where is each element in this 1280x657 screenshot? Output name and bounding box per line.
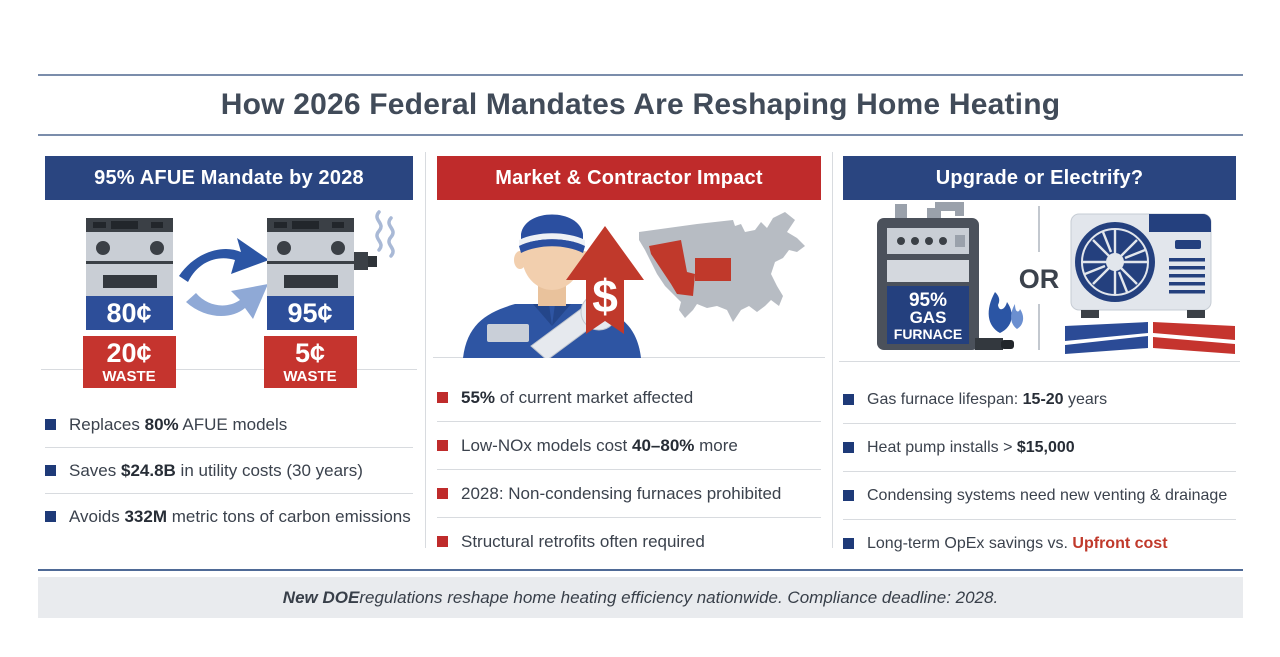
footer-rule (38, 569, 1243, 571)
footer-banner: New DOE regulations reshape home heating… (38, 577, 1243, 618)
bullet-square-icon (843, 490, 854, 501)
illustration-divider (41, 369, 417, 370)
svg-text:OR: OR (1019, 264, 1060, 294)
bullet-text: 2028: Non-condensing furnaces prohibited (461, 483, 782, 503)
upgrade-electrify-illustration: 95% GAS FURNACE OR (839, 200, 1240, 362)
column-divider-1 (425, 152, 426, 548)
svg-text:FURNACE: FURNACE (894, 326, 962, 342)
page-title: How 2026 Federal Mandates Are Reshaping … (220, 88, 1061, 121)
svg-text:5¢: 5¢ (295, 338, 325, 368)
title-rule-top (38, 74, 1243, 76)
new-furnace-icon: 95¢ 5¢ WASTE (264, 218, 377, 388)
bullet-text: 55% of current market affected (461, 387, 694, 407)
bullet-item: Structural retrofits often required (437, 517, 821, 565)
column-header-market: Market & Contractor Impact (437, 156, 821, 200)
upgrade-electrify-svg: 95% GAS FURNACE OR (877, 202, 1235, 354)
illustration-divider (839, 361, 1240, 362)
transition-arrows-icon (179, 238, 269, 319)
bullet-square-icon (45, 511, 56, 522)
bullet-item: Saves $24.8B in utility costs (30 years) (45, 447, 413, 493)
bullet-item: Gas furnace lifespan: 15-20 years (843, 376, 1236, 423)
us-map-icon (639, 212, 805, 322)
footer-lead-text: New DOE (282, 587, 360, 607)
heat-pump-icon (1070, 213, 1212, 318)
bullet-square-icon (843, 442, 854, 453)
svg-text:WASTE: WASTE (102, 368, 155, 385)
svg-text:GAS: GAS (910, 308, 947, 327)
bullet-item: Heat pump installs > $15,000 (843, 423, 1236, 471)
svg-text:20¢: 20¢ (106, 338, 151, 368)
bullet-item: Condensing systems need new venting & dr… (843, 471, 1236, 519)
svg-text:95%: 95% (909, 290, 947, 311)
steam-icon (375, 210, 395, 258)
bullet-text: Low-NOx models cost 40–80% more (461, 435, 738, 455)
column-header-upgrade: Upgrade or Electrify? (843, 156, 1236, 200)
bullet-item: Long-term OpEx savings vs. Upfront cost (843, 519, 1236, 567)
gas-furnace-icon: 95% GAS FURNACE (877, 202, 1014, 350)
market-impact-illustration: $ (433, 200, 825, 358)
bullet-square-icon (437, 488, 448, 499)
bullet-text: Structural retrofits often required (461, 531, 705, 551)
column-upgrade-electrify: Upgrade or Electrify? (839, 156, 1240, 567)
bullet-square-icon (843, 394, 854, 405)
column-header-afue: 95% AFUE Mandate by 2028 (45, 156, 413, 200)
old-furnace-icon: 80¢ 20¢ WASTE (83, 218, 176, 388)
bullet-list-market: 55% of current market affected Low-NOx mo… (437, 374, 821, 565)
footer-rest-text: regulations reshape home heating efficie… (359, 587, 999, 607)
cost-increase-arrow-icon: $ (566, 226, 644, 334)
bullet-square-icon (437, 392, 448, 403)
column-market-impact: Market & Contractor Impact (433, 156, 825, 565)
bullet-text: Avoids 332M metric tons of carbon emissi… (69, 506, 411, 526)
airflow-bars-icon (1065, 322, 1235, 354)
bullet-square-icon (45, 465, 56, 476)
bullet-list-afue: Replaces 80% AFUE models Saves $24.8B in … (45, 402, 413, 539)
svg-text:$: $ (592, 270, 618, 322)
column-afue-mandate: 95% AFUE Mandate by 2028 80¢ (41, 156, 417, 539)
bullet-item: Low-NOx models cost 40–80% more (437, 421, 821, 469)
or-divider: OR (1019, 206, 1060, 350)
bullet-text: Long-term OpEx savings vs. Upfront cost (867, 534, 1168, 552)
bullet-text: Condensing systems need new venting & dr… (867, 486, 1228, 504)
bullet-text: Heat pump installs > $15,000 (867, 438, 1075, 456)
bullet-square-icon (437, 440, 448, 451)
column-divider-2 (832, 152, 833, 548)
bullet-item: 55% of current market affected (437, 374, 821, 421)
bullet-text: Saves $24.8B in utility costs (30 years) (69, 460, 363, 480)
market-impact-svg: $ (463, 212, 805, 358)
bullet-item: 2028: Non-condensing furnaces prohibited (437, 469, 821, 517)
flame-icon (988, 292, 1024, 333)
furnace-comparison-illustration: 80¢ 20¢ WASTE (41, 200, 417, 390)
title-rule-bottom (38, 134, 1243, 136)
bullet-text: Replaces 80% AFUE models (69, 414, 288, 434)
bullet-square-icon (437, 536, 448, 547)
bullet-text: Gas furnace lifespan: 15-20 years (867, 390, 1108, 408)
bullet-square-icon (45, 419, 56, 430)
bullet-list-upgrade: Gas furnace lifespan: 15-20 years Heat pu… (843, 376, 1236, 567)
bullet-square-icon (843, 538, 854, 549)
svg-text:WASTE: WASTE (283, 368, 336, 385)
bullet-item: Avoids 332M metric tons of carbon emissi… (45, 493, 413, 539)
furnace-comparison-svg: 80¢ 20¢ WASTE (83, 210, 395, 388)
bullet-item: Replaces 80% AFUE models (45, 402, 413, 447)
svg-text:80¢: 80¢ (106, 298, 151, 328)
svg-text:95¢: 95¢ (287, 298, 332, 328)
